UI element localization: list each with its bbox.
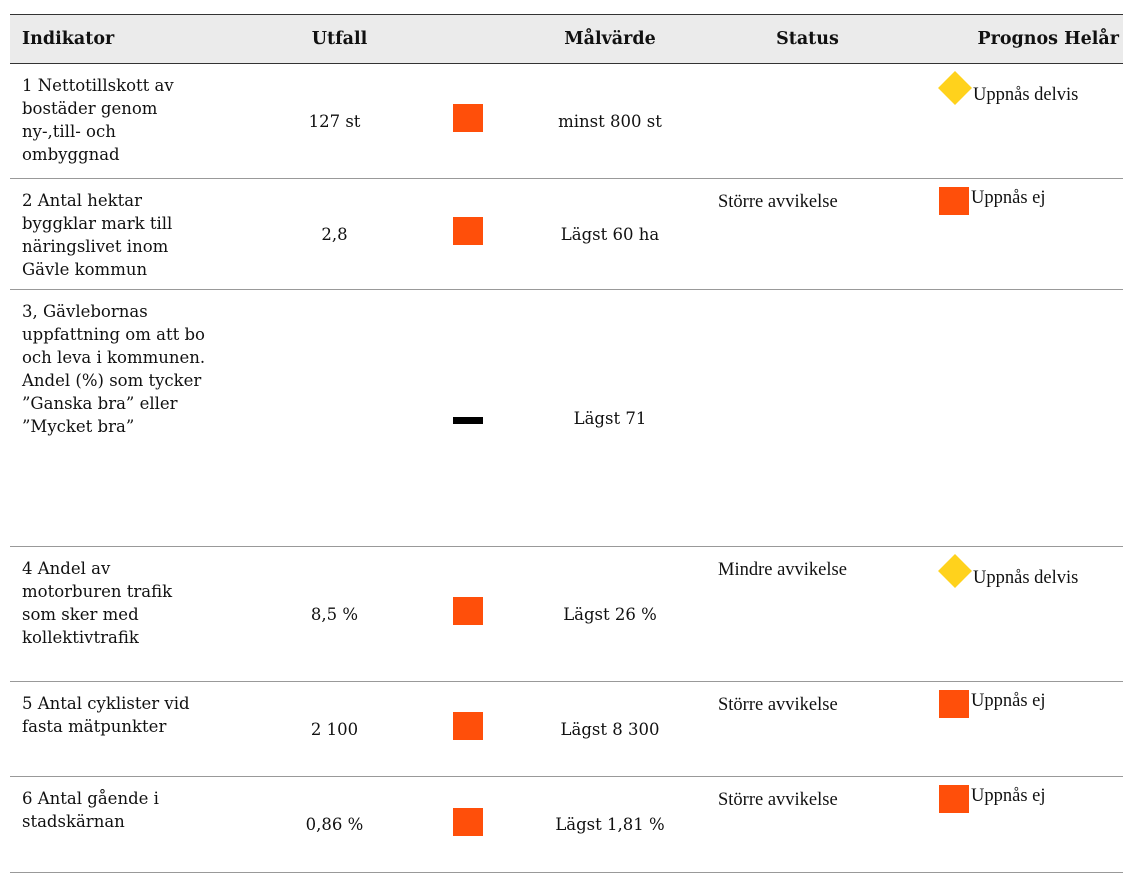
status-cell: Större avvikelse xyxy=(710,178,905,290)
table-body: 1 Nettotillskott av bostäder genom ny-,t… xyxy=(10,63,1123,873)
forecast-cell: Uppnås delvis xyxy=(905,63,1123,179)
outcome-cell xyxy=(215,289,425,547)
forecast-text: Uppnås delvis xyxy=(973,85,1079,105)
table-row: 6 Antal gående i stadskärnan 0,86 % Lägst … xyxy=(10,776,1123,873)
status-square xyxy=(452,597,483,625)
table-row: 1 Nettotillskott av bostäder genom ny-,t… xyxy=(10,63,1123,179)
header-cell: Målvärde xyxy=(510,14,710,64)
forecast-text: Uppnås delvis xyxy=(973,568,1079,588)
icon-cell xyxy=(425,776,510,873)
header-cell: Utfall xyxy=(215,14,425,64)
outcome-cell: 127 st xyxy=(215,63,425,179)
header-cell: Indikator xyxy=(10,14,215,64)
header-cell: Prognos Helår xyxy=(905,14,1123,64)
outcome-cell: 2 100 xyxy=(215,681,425,777)
target-cell: minst 800 st xyxy=(510,63,710,179)
icon-cell xyxy=(425,546,510,682)
icon-cell xyxy=(425,681,510,777)
outcome-cell: 2,8 xyxy=(215,178,425,290)
indicator-cell: 6 Antal gående i stadskärnan xyxy=(10,776,215,873)
forecast-square xyxy=(939,187,969,215)
target-cell: Lägst 71 xyxy=(510,289,710,547)
forecast-text: Uppnås ej xyxy=(971,691,1046,711)
target-cell: Lägst 1,81 % xyxy=(510,776,710,873)
target-cell: Lägst 8 300 xyxy=(510,681,710,777)
indicator-cell: 4 Andel av motorburen trafik som sker me… xyxy=(10,546,215,682)
status-cell: Större avvikelse xyxy=(710,776,905,873)
outcome-cell: 8,5 % xyxy=(215,546,425,682)
header-cell: Status xyxy=(710,14,905,64)
forecast-cell: Uppnås ej xyxy=(905,776,1123,873)
forecast-square xyxy=(939,690,969,718)
table-row: 4 Andel av motorburen trafik som sker me… xyxy=(10,546,1123,682)
forecast-cell xyxy=(905,289,1123,547)
forecast-diamond xyxy=(938,554,972,588)
forecast-text: Uppnås ej xyxy=(971,786,1046,806)
header-row: Indikator Utfall Målvärde Status Prognos… xyxy=(10,14,1123,64)
indicator-cell: 2 Antal hektar byggklar mark till näring… xyxy=(10,178,215,290)
forecast-text: Uppnås ej xyxy=(971,188,1046,208)
icon-cell xyxy=(425,289,510,547)
table-wrap: Indikator Utfall Målvärde Status Prognos… xyxy=(10,14,1123,873)
status-cell: Större avvikelse xyxy=(710,681,905,777)
forecast-square xyxy=(939,785,969,813)
status-cell xyxy=(710,289,905,547)
icon-cell xyxy=(425,178,510,290)
status-cell xyxy=(710,63,905,179)
table: Indikator Utfall Målvärde Status Prognos… xyxy=(10,14,1123,873)
outcome-cell: 0,86 % xyxy=(215,776,425,873)
table-row: 3, Gävlebornas uppfattning om att bo och… xyxy=(10,289,1123,547)
header-cell xyxy=(425,14,510,64)
indicator-cell: 1 Nettotillskott av bostäder genom ny-,t… xyxy=(10,63,215,179)
forecast-cell: Uppnås ej xyxy=(905,178,1123,290)
status-cell: Mindre avvikelse xyxy=(710,546,905,682)
forecast-cell: Uppnås ej xyxy=(905,681,1123,777)
target-cell: Lägst 60 ha xyxy=(510,178,710,290)
status-square xyxy=(452,807,483,836)
status-square xyxy=(452,104,483,132)
forecast-cell: Uppnås delvis xyxy=(905,546,1123,682)
indicator-cell: 3, Gävlebornas uppfattning om att bo och… xyxy=(10,289,215,547)
indicator-cell: 5 Antal cyklister vid fasta mätpunkter xyxy=(10,681,215,777)
target-cell: Lägst 26 % xyxy=(510,546,710,682)
dash-icon xyxy=(452,416,483,424)
status-square xyxy=(452,712,483,740)
forecast-diamond xyxy=(938,71,972,105)
icon-cell xyxy=(425,63,510,179)
table-row: 2 Antal hektar byggklar mark till näring… xyxy=(10,178,1123,290)
table-row: 5 Antal cyklister vid fasta mätpunkter 2 … xyxy=(10,681,1123,777)
status-square xyxy=(452,217,483,245)
